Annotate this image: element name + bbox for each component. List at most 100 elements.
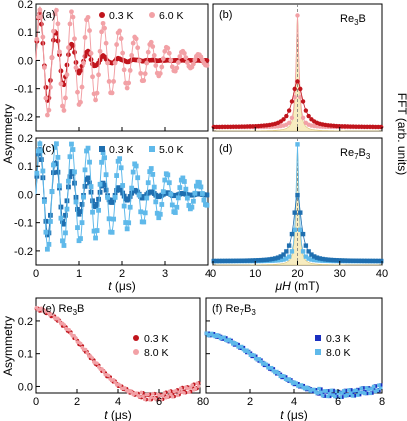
data-point (120, 50, 126, 56)
data-point (135, 45, 141, 51)
data-point (78, 68, 83, 74)
data-point (357, 390, 362, 394)
y-tick-label: 0.1 (18, 161, 33, 173)
data-point (353, 258, 359, 263)
data-point (319, 390, 323, 395)
x-tick-label: 2 (74, 396, 80, 408)
x-tick-label: 8 (197, 396, 203, 408)
data-point (34, 170, 40, 176)
data-point (78, 99, 83, 105)
data-point (144, 60, 150, 66)
data-point (78, 236, 83, 241)
data-point (85, 14, 91, 20)
data-point (160, 56, 166, 62)
panel-d: 0 10 20 30 40 (d) Re7B3 (210, 137, 388, 280)
data-point (134, 391, 139, 395)
data-point (259, 257, 264, 263)
data-point (204, 192, 210, 198)
x-axis-label-e: t (μs) (104, 408, 132, 421)
data-point (38, 14, 44, 20)
data-point (289, 249, 295, 254)
data-point (126, 80, 132, 86)
data-point (138, 70, 144, 76)
data-point (286, 243, 292, 248)
data-point (102, 155, 107, 161)
data-point (309, 252, 314, 257)
data-point (87, 159, 92, 165)
data-point (130, 169, 136, 175)
legend-entry: 5.0 K (159, 144, 184, 156)
data-point (337, 258, 342, 263)
data-point (76, 211, 82, 217)
data-point (168, 191, 174, 197)
data-point (123, 386, 127, 390)
data-point (153, 199, 159, 205)
panel-id: (f) (212, 303, 225, 315)
data-point (342, 258, 348, 263)
data-point (377, 383, 381, 388)
data-point (37, 141, 43, 147)
label-unit: (μs) (108, 408, 132, 421)
data-point (162, 391, 167, 395)
data-point (66, 178, 71, 184)
data-point (115, 158, 121, 164)
data-point (370, 258, 375, 264)
data-point (375, 388, 379, 393)
data-point (162, 177, 168, 183)
data-point (97, 181, 103, 187)
data-point (175, 195, 181, 201)
data-point (149, 12, 155, 18)
data-point (239, 344, 244, 349)
data-point (52, 145, 58, 150)
data-point (133, 349, 139, 355)
data-point (216, 334, 221, 338)
label-italic: t (104, 408, 108, 421)
data-point (295, 79, 300, 84)
formula-part: B (77, 303, 84, 315)
data-point (327, 392, 332, 396)
data-point (198, 184, 204, 190)
data-point (300, 231, 306, 237)
data-point (118, 36, 124, 41)
data-point (156, 215, 162, 221)
panel-a-frame (35, 3, 209, 132)
data-point (133, 335, 139, 341)
data-point (284, 113, 289, 119)
data-point (146, 392, 150, 397)
y-tick-label: -0.2 (14, 246, 33, 258)
data-point (84, 148, 89, 154)
data-point (299, 383, 304, 387)
data-point (181, 179, 187, 184)
data-point (81, 194, 86, 200)
data-point (126, 220, 132, 226)
panel-label: (b) (219, 9, 232, 21)
data-point (282, 374, 286, 378)
data-point (117, 28, 123, 34)
data-point (362, 258, 367, 264)
y-tick-label: 0.0 (18, 55, 33, 67)
data-point (245, 348, 249, 353)
data-point (51, 312, 55, 317)
data-point (96, 207, 101, 213)
data-point (81, 60, 86, 66)
legend-entry: 8.0 K (326, 347, 351, 359)
data-point (138, 209, 144, 215)
data-point (239, 258, 244, 263)
y-tick-label: 0.0 (18, 381, 33, 393)
data-point (378, 124, 384, 130)
series-0.3 K (211, 192, 384, 264)
data-point (328, 257, 334, 263)
data-point (157, 71, 163, 76)
panel-id: (e) (42, 303, 59, 315)
data-point (289, 115, 295, 120)
data-point (315, 391, 320, 395)
x-tick-label: 20 (291, 268, 303, 280)
data-point (127, 194, 133, 199)
data-point (159, 64, 165, 70)
data-point (178, 386, 183, 390)
data-point (312, 254, 317, 259)
data-point (142, 210, 148, 216)
data-point (284, 249, 289, 254)
data-point (286, 108, 292, 113)
y-axis-label-fft: FFT (arb. units) (395, 93, 407, 175)
